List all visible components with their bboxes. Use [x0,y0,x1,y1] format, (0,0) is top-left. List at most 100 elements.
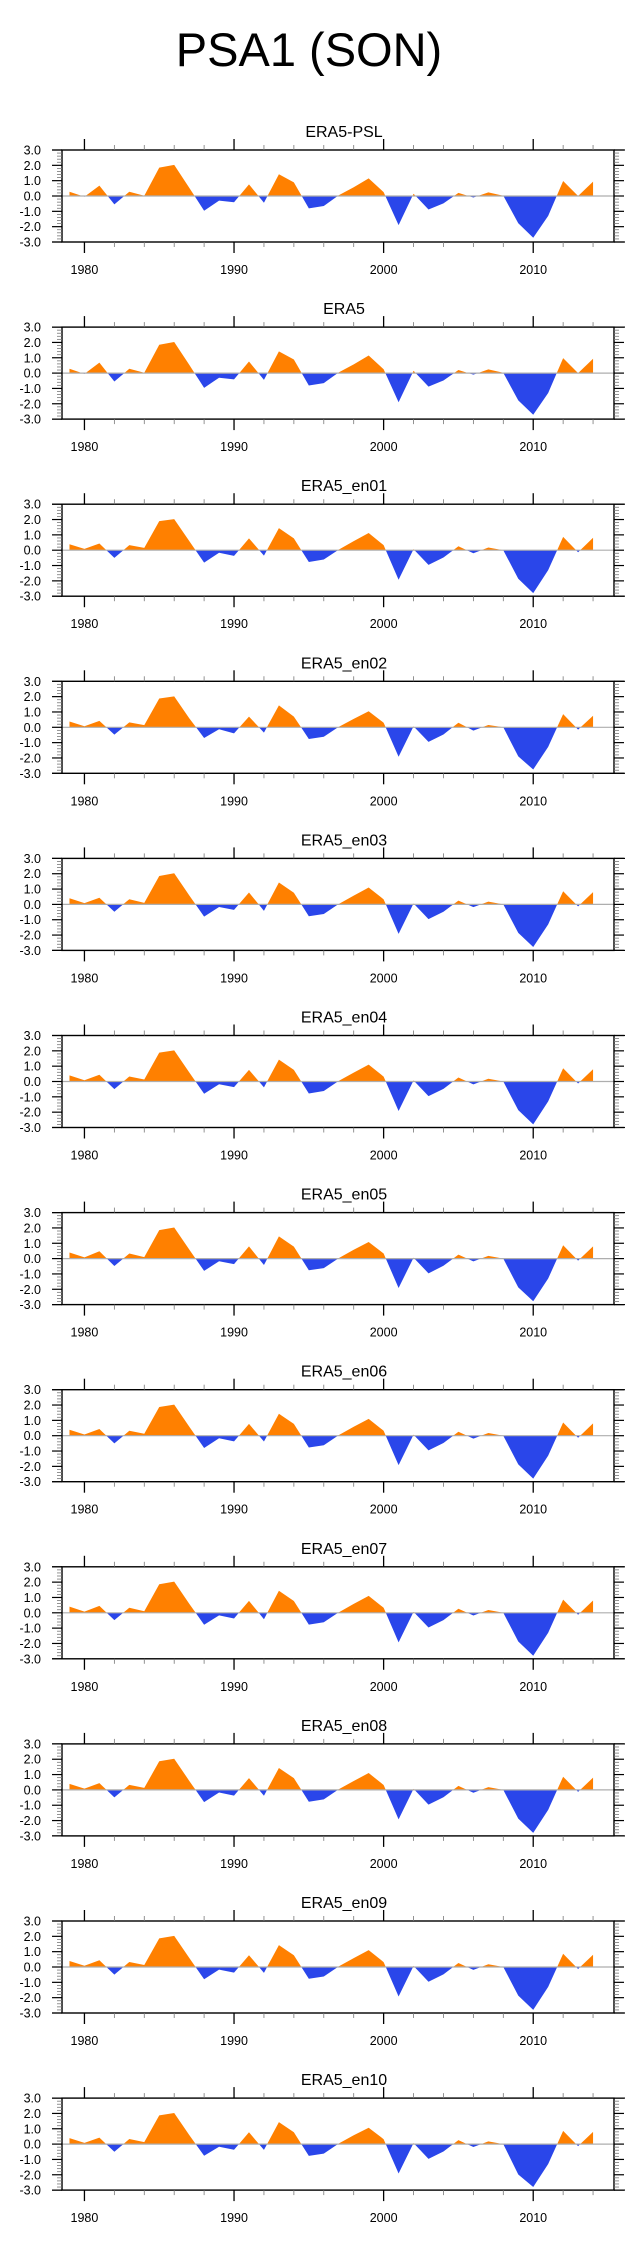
y-tick-label: 2.0 [24,690,41,704]
y-tick-label: 3.0 [24,498,41,512]
x-tick-label: 2000 [370,2034,398,2048]
x-tick-label: 1990 [220,2034,248,2048]
x-tick-label: 2010 [519,1503,547,1517]
y-tick-label: 3.0 [24,675,41,689]
x-tick-label: 2010 [519,1857,547,1871]
negative-area [69,727,594,770]
y-tick-label: -1.0 [19,382,41,396]
y-tick-label: 2.0 [24,1399,41,1413]
y-tick-label: 1.0 [24,883,41,897]
positive-area [69,873,594,905]
positive-area [69,519,594,551]
negative-area [69,373,594,415]
y-tick-label: 3.0 [24,852,41,866]
positive-area [69,1050,594,1082]
y-tick-label: -3.0 [19,1475,41,1489]
x-tick-label: 2010 [519,263,547,277]
y-tick-label: 0.0 [24,721,41,735]
x-tick-label: 2010 [519,617,547,631]
x-tick-label: 1990 [220,1857,248,1871]
y-tick-label: 3.0 [24,1029,41,1043]
positive-area [69,696,594,728]
y-tick-label: 0.0 [24,1075,41,1089]
x-tick-label: 2010 [519,1149,547,1163]
y-tick-label: -3.0 [19,2184,41,2198]
y-tick-label: 2.0 [24,1221,41,1235]
y-tick-label: 0.0 [24,1252,41,1266]
positive-area [69,1758,594,1790]
x-tick-label: 2000 [370,971,398,985]
y-tick-label: 0.0 [24,1783,41,1797]
x-tick-label: 1980 [71,617,99,631]
y-tick-label: 0.0 [24,367,41,381]
y-tick-label: 2.0 [24,1930,41,1944]
y-tick-label: 2.0 [24,1753,41,1767]
x-tick-label: 1990 [220,1326,248,1340]
y-tick-label: -2.0 [19,751,41,765]
x-tick-label: 2000 [370,1326,398,1340]
positive-area [69,1404,594,1436]
y-tick-label: -2.0 [19,1283,41,1297]
x-tick-label: 1990 [220,1503,248,1517]
x-tick-label: 1980 [71,794,99,808]
y-tick-label: 3.0 [24,1383,41,1397]
x-tick-label: 1990 [220,617,248,631]
y-tick-label: 1.0 [24,1060,41,1074]
y-tick-label: 1.0 [24,1414,41,1428]
negative-area [69,1612,594,1656]
negative-area [69,2144,594,2188]
negative-area [69,1967,594,2010]
y-tick-label: -3.0 [19,2007,41,2021]
y-tick-label: -3.0 [19,767,41,781]
y-tick-label: 0.0 [24,1429,41,1443]
x-tick-label: 2000 [370,794,398,808]
y-tick-label: 2.0 [24,336,41,350]
y-tick-label: 1.0 [24,2122,41,2136]
y-tick-label: 0.0 [24,2138,41,2152]
panel-title: ERA5_en07 [301,1541,387,1558]
y-tick-label: -2.0 [19,1637,41,1651]
x-tick-label: 1990 [220,794,248,808]
y-tick-label: -2.0 [19,574,41,588]
y-tick-label: -3.0 [19,1121,41,1135]
chart-panel: ERA5_en10 3.02.01.0 0.0-1.0-2.0 -3.0 1980 199… [19,2072,625,2225]
y-tick-label: -2.0 [19,2168,41,2182]
y-tick-label: -1.0 [19,2153,41,2167]
x-tick-label: 2010 [519,2034,547,2048]
panel-title: ERA5_en06 [301,1364,387,1381]
positive-area [69,1227,594,1259]
y-tick-label: 1.0 [24,1768,41,1782]
figure-title: PSA1 (SON) [175,23,443,76]
x-tick-label: 2010 [519,971,547,985]
x-tick-label: 2000 [370,1149,398,1163]
y-tick-label: 3.0 [24,144,41,158]
x-tick-label: 2000 [370,2211,398,2225]
x-tick-label: 1980 [71,1857,99,1871]
positive-area [69,164,594,196]
y-tick-label: -3.0 [19,1829,41,1843]
x-tick-label: 2010 [519,1680,547,1694]
x-tick-label: 1990 [220,440,248,454]
chart-panel: ERA5_en01 3.02.01.0 0.0-1.0-2.0 -3.0 1980 199… [19,478,625,631]
x-tick-label: 1980 [71,2034,99,2048]
x-tick-label: 1990 [220,1149,248,1163]
chart-panel: ERA5_en09 3.02.01.0 0.0-1.0-2.0 -3.0 1980 199… [19,1895,625,2048]
y-tick-label: 1.0 [24,1945,41,1959]
y-tick-label: 1.0 [24,351,41,365]
panel-title: ERA5 [323,301,365,318]
negative-area [69,1258,594,1302]
x-tick-label: 1980 [71,263,99,277]
chart-panel: ERA5_en07 3.0 2.01.00.0 -1.0-2.0-3.0 1980 199… [19,1541,625,1694]
panel-title: ERA5_en08 [301,1718,387,1735]
y-tick-label: 3.0 [24,321,41,335]
chart-panel: ERA5_en04 3.02.0 1.00.0-1.0 -2.0-3.0 1980 199… [19,1010,625,1163]
y-tick-label: -3.0 [19,1652,41,1666]
y-tick-label: 1.0 [24,174,41,188]
x-tick-label: 2000 [370,617,398,631]
y-tick-label: -3.0 [19,236,41,250]
y-tick-label: -3.0 [19,413,41,427]
x-tick-label: 2000 [370,1503,398,1517]
y-tick-label: -2.0 [19,1106,41,1120]
x-tick-label: 2000 [370,1680,398,1694]
y-tick-label: -3.0 [19,944,41,958]
